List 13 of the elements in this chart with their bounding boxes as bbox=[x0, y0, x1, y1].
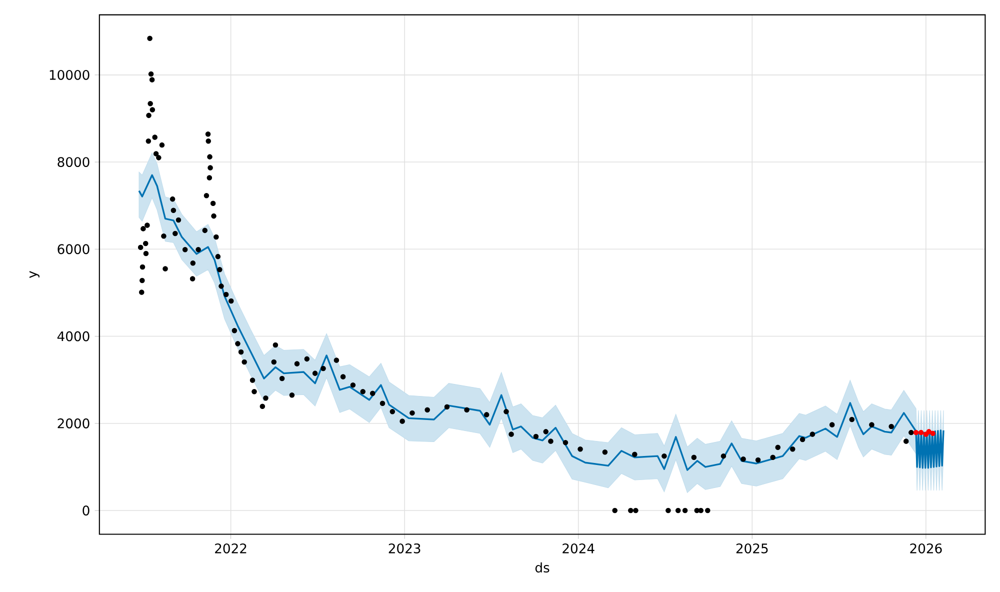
y-tick-label: 2000 bbox=[58, 418, 90, 428]
x-tick-label: 2022 bbox=[215, 543, 246, 554]
x-tick-label: 2025 bbox=[736, 543, 768, 554]
y-tick-label: 8000 bbox=[58, 156, 90, 167]
x-tick-label: 2024 bbox=[562, 543, 594, 554]
y-tick-label: 6000 bbox=[58, 244, 90, 254]
y-axis-title: y bbox=[30, 270, 40, 278]
x-axis-title: ds bbox=[535, 562, 550, 572]
y-tick-label: 10000 bbox=[50, 70, 90, 80]
x-tick-label: 2026 bbox=[910, 543, 942, 554]
y-tick-label: 4000 bbox=[57, 331, 90, 342]
y-tick-label: 0 bbox=[82, 505, 90, 516]
x-tick-label: 2023 bbox=[388, 543, 420, 554]
